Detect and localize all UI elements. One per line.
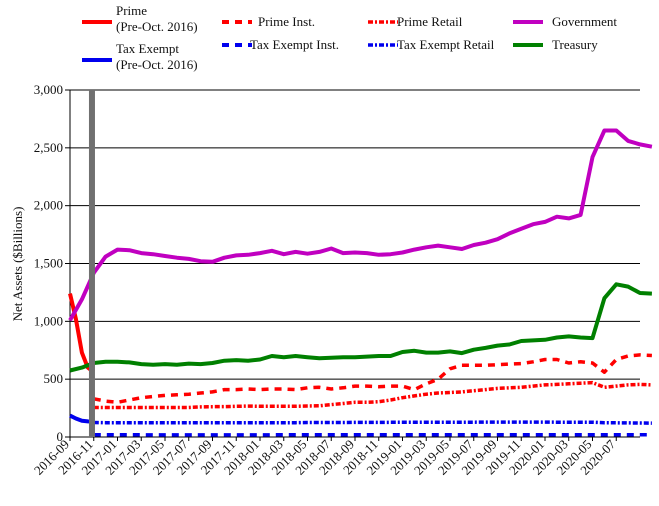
- y-tick-label: 1,500: [34, 256, 63, 271]
- y-tick-label: 2,500: [34, 140, 63, 155]
- legend-label-tax-exempt-line2: (Pre-Oct. 2016): [116, 57, 198, 72]
- series-line-tax-exempt-retail: [93, 420, 652, 425]
- y-tick-label: 3,000: [34, 82, 63, 97]
- legend: Prime (Pre-Oct. 2016) Prime Inst. Prime …: [82, 3, 617, 72]
- legend-label-tax-exempt-line1: Tax Exempt: [116, 41, 179, 56]
- y-tick-label: 500: [44, 371, 64, 386]
- series-line-government: [68, 128, 653, 322]
- legend-label-prime-line2: (Pre-Oct. 2016): [116, 19, 198, 34]
- plot-area: 05001,0001,5002,0002,5003,0002016-092016…: [31, 82, 653, 478]
- series-line-prime-retail: [93, 380, 652, 410]
- legend-label-treasury: Treasury: [552, 37, 598, 52]
- y-tick-label: 0: [57, 429, 64, 444]
- series-line-treasury: [69, 282, 653, 373]
- y-tick-label: 2,000: [34, 198, 63, 213]
- y-axis-title: Net Assets ($Billions): [10, 207, 25, 322]
- series-line-prime-inst-: [93, 353, 652, 405]
- legend-label-tax-exempt-retail: Tax Exempt Retail: [397, 37, 495, 52]
- legend-label-prime-retail: Prime Retail: [397, 14, 463, 29]
- y-tick-label: 1,000: [34, 313, 63, 328]
- legend-label-prime-inst: Prime Inst.: [258, 14, 315, 29]
- legend-label-prime-line1: Prime: [116, 3, 147, 18]
- legend-label-tax-exempt-inst: Tax Exempt Inst.: [250, 37, 339, 52]
- legend-label-government: Government: [552, 14, 617, 29]
